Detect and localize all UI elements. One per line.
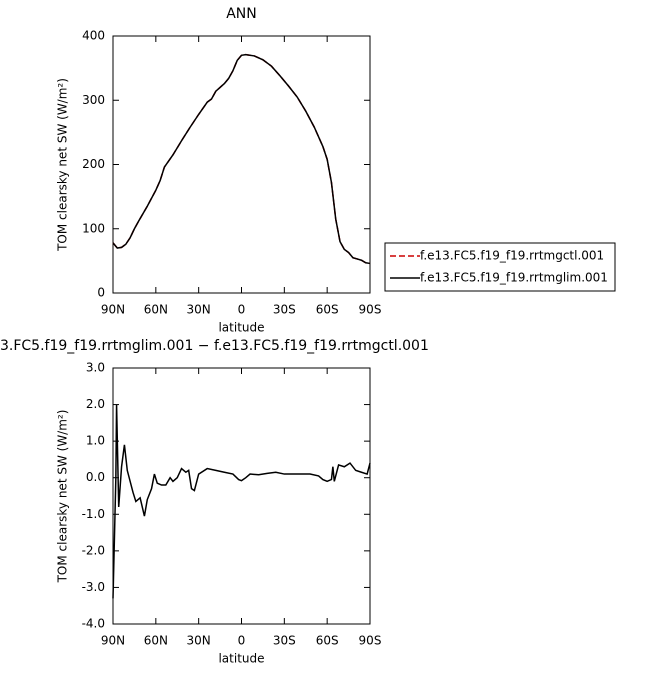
data-line [112,53,371,265]
y-tick-label: 0 [97,286,105,300]
y-tick-label: 0.0 [86,470,105,484]
x-axis-label: latitude [218,321,264,335]
x-tick-label: 60N [144,634,168,648]
legend-label: f.e13.FC5.f19_f19.rrtmgctl.001 [420,249,604,263]
x-axis-label: latitude [218,652,264,666]
legend-box [384,242,616,292]
x-tick-label: 60S [316,303,339,317]
data-line [112,404,371,599]
x-tick-label: 60N [144,303,168,317]
y-tick-label: -1.0 [82,507,105,521]
chart-title: ANN [226,6,257,22]
y-tick-label: 400 [82,29,105,43]
y-tick-label: 3.0 [86,361,105,375]
y-tick-label: -4.0 [82,617,105,631]
y-axis-label: TOM clearsky net SW (W/m²) [56,410,70,584]
y-tick-label: 2.0 [86,397,105,411]
x-tick-label: 90S [359,634,382,648]
x-tick-label: 60S [316,634,339,648]
x-tick-label: 0 [238,303,246,317]
legend-label: f.e13.FC5.f19_f19.rrtmglim.001 [420,271,608,285]
x-tick-label: 90S [359,303,382,317]
y-tick-label: 100 [82,221,105,235]
y-tick-label: -3.0 [82,580,105,594]
x-tick-label: 0 [238,634,246,648]
x-tick-label: 30S [273,303,296,317]
x-tick-label: 30N [187,303,211,317]
chart-title: 3.FC5.f19_f19.rrtmglim.001 − f.e13.FC5.f… [0,338,429,354]
x-tick-label: 30N [187,634,211,648]
y-tick-label: 1.0 [86,434,105,448]
y-axis-label: TOM clearsky net SW (W/m²) [56,78,70,252]
y-tick-label: 200 [82,157,105,171]
x-tick-label: 30S [273,634,296,648]
x-tick-label: 90N [101,634,125,648]
y-tick-label: 300 [82,93,105,107]
data-line [112,53,371,265]
plot-frame [112,35,371,294]
x-tick-label: 90N [101,303,125,317]
y-tick-label: -2.0 [82,543,105,557]
plot-frame [112,367,371,625]
